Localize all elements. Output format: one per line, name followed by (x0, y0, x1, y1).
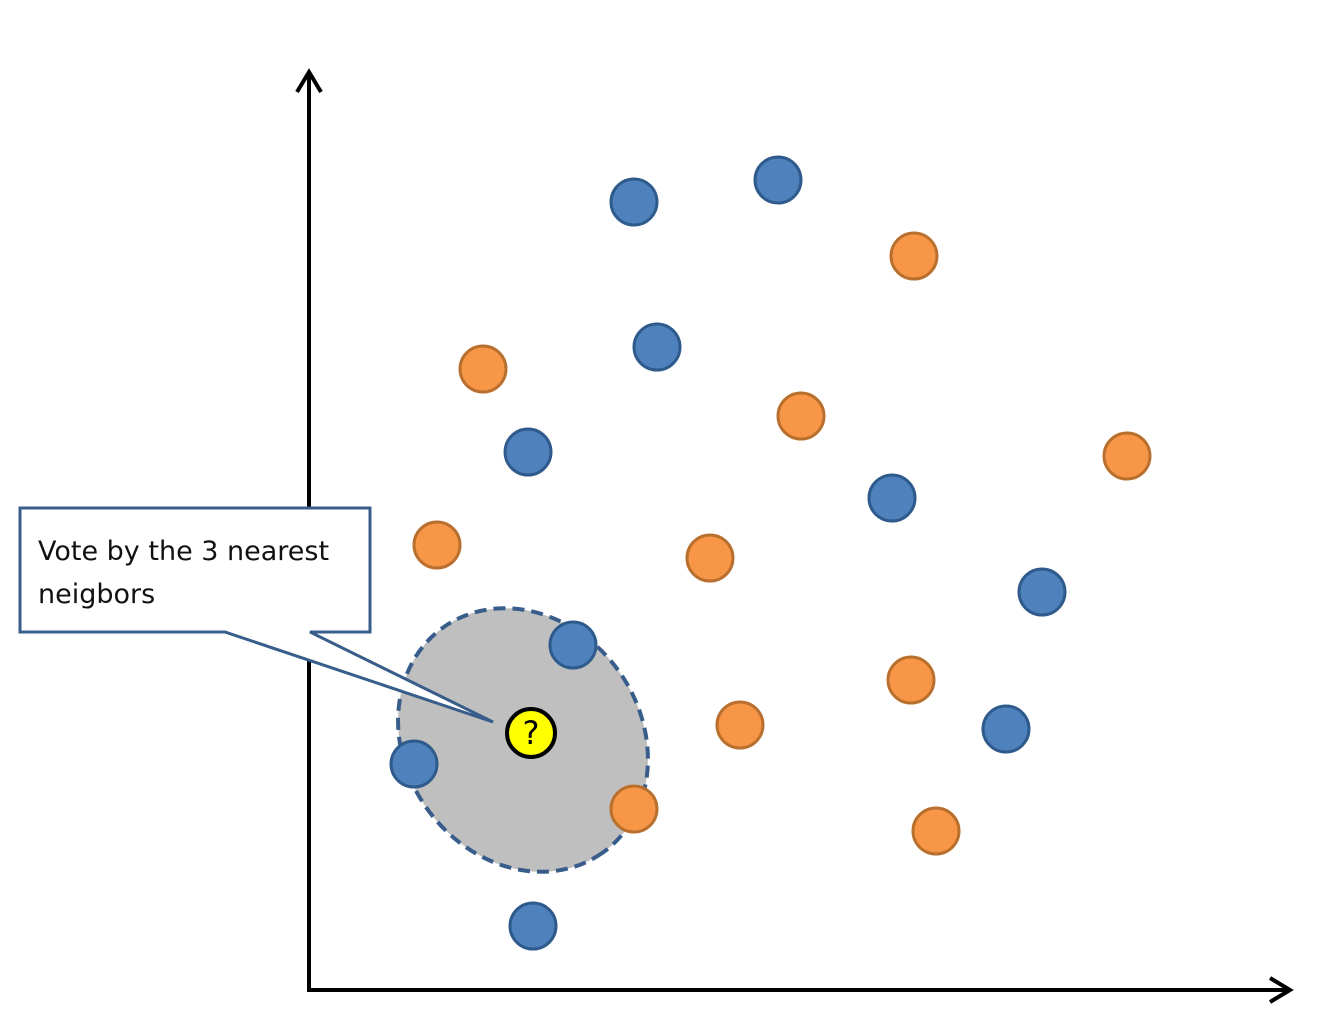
callout-text: Vote by the 3 nearest neigbors (38, 536, 330, 610)
blue-point (389, 739, 439, 789)
callout-box (18, 506, 494, 724)
orange-point (412, 520, 462, 570)
blue-point (867, 473, 917, 523)
orange-point (609, 784, 659, 834)
orange-point (458, 344, 508, 394)
blue-point (609, 177, 659, 227)
orange-point (1102, 431, 1152, 481)
orange-point (715, 700, 765, 750)
blue-point (981, 704, 1031, 754)
blue-point (632, 322, 682, 372)
query-point: ? (505, 707, 557, 759)
callout (18, 506, 494, 724)
blue-point (503, 427, 553, 477)
blue-point (753, 155, 803, 205)
orange-point (776, 391, 826, 441)
orange-point (889, 231, 939, 281)
blue-point (508, 901, 558, 951)
y-axis-arrow-icon (295, 68, 323, 94)
orange-point (685, 533, 735, 583)
query-label: ? (523, 714, 540, 752)
orange-point (911, 806, 961, 856)
blue-point (548, 620, 598, 670)
blue-point (1017, 567, 1067, 617)
orange-point (886, 655, 936, 705)
x-axis-arrow-icon (1268, 976, 1294, 1004)
